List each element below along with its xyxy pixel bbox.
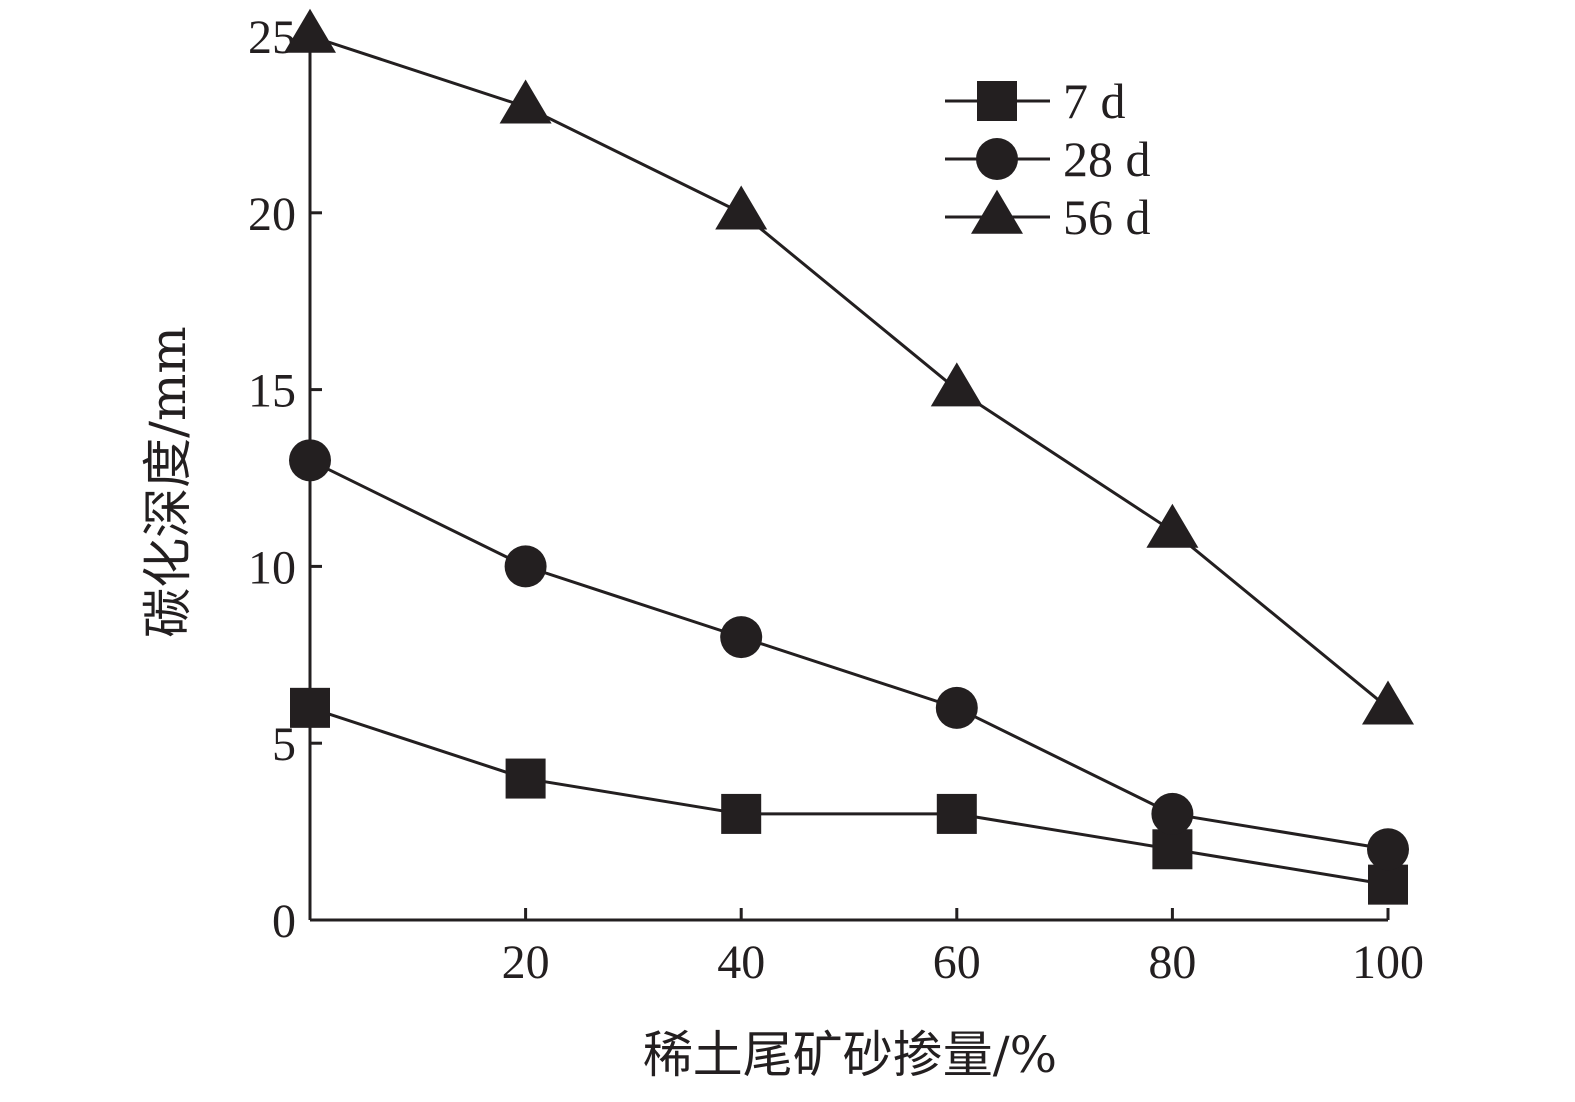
data-point-circle [504,545,547,588]
data-point-triangle [1146,503,1199,548]
data-point-circle [935,686,978,729]
series-layer [284,8,1414,905]
series-56d [284,8,1414,725]
data-point-square [505,758,546,799]
data-point-square [290,687,330,728]
x-tick-label: 20 [502,936,550,989]
legend-item: 7 d [945,73,1126,129]
legend-marker-triangle [971,189,1023,234]
y-tick-label: 0 [272,895,296,948]
series-28d [289,439,1409,871]
y-tick-label: 20 [248,188,296,241]
x-tick-label: 60 [933,936,981,989]
data-point-circle [1151,792,1194,835]
legend-label: 28 d [1063,131,1151,187]
x-tick-label: 100 [1352,936,1424,989]
data-point-triangle [499,79,552,124]
data-point-circle [1367,828,1409,871]
data-point-circle [720,616,763,659]
series-line [309,34,1389,709]
y-axis-title: 碳化深度/mm [139,326,197,638]
data-point-circle [289,439,331,482]
data-point-triangle [930,362,983,407]
data-point-triangle [284,8,336,53]
series-7d [290,687,1408,905]
series-line [309,706,1389,887]
data-point-square [936,793,977,834]
data-point-triangle [1362,680,1414,725]
legend-label: 7 d [1063,73,1126,129]
legend-label: 56 d [1063,189,1151,245]
data-point-square [721,793,762,834]
y-tick-label: 15 [248,365,296,418]
legend-marker-square [977,81,1017,121]
x-tick-label: 80 [1148,936,1196,989]
legend: 7 d28 d56 d [945,73,1151,245]
y-tick-label: 25 [248,11,296,64]
data-point-square [1368,864,1408,905]
y-tick-label: 10 [248,541,296,594]
legend-item: 28 d [945,131,1151,187]
data-point-triangle [715,185,768,230]
series-line [309,458,1389,851]
x-axis-title: 稀土尾矿砂掺量/% [643,1026,1057,1084]
legend-marker-circle [976,138,1018,180]
data-point-square [1152,829,1193,870]
legend-item: 56 d [945,189,1151,245]
x-tick-label: 40 [717,936,765,989]
